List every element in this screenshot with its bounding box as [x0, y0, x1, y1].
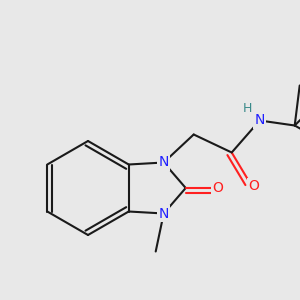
Text: O: O	[212, 181, 223, 195]
Text: N: N	[158, 206, 169, 220]
Text: H: H	[243, 102, 252, 115]
Text: O: O	[248, 179, 259, 194]
Text: N: N	[158, 155, 169, 170]
Text: N: N	[254, 113, 265, 128]
